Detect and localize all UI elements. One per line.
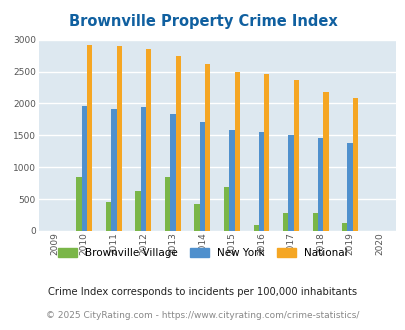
Bar: [194, 204, 199, 231]
Bar: [135, 191, 141, 231]
Legend: Brownville Village, New York, National: Brownville Village, New York, National: [58, 248, 347, 258]
Bar: [87, 45, 92, 231]
Bar: [164, 177, 170, 231]
Bar: [341, 223, 347, 231]
Bar: [317, 138, 322, 231]
Text: © 2025 CityRating.com - https://www.cityrating.com/crime-statistics/: © 2025 CityRating.com - https://www.city…: [46, 311, 359, 320]
Bar: [352, 98, 357, 231]
Bar: [288, 135, 293, 231]
Bar: [106, 202, 111, 231]
Bar: [170, 114, 175, 231]
Bar: [175, 56, 181, 231]
Text: Brownville Property Crime Index: Brownville Property Crime Index: [68, 14, 337, 29]
Bar: [264, 74, 269, 231]
Bar: [76, 177, 81, 231]
Bar: [322, 92, 328, 231]
Bar: [293, 81, 298, 231]
Bar: [234, 72, 239, 231]
Bar: [253, 225, 258, 231]
Bar: [81, 106, 87, 231]
Bar: [282, 213, 288, 231]
Bar: [199, 122, 205, 231]
Bar: [258, 132, 264, 231]
Bar: [146, 49, 151, 231]
Bar: [111, 109, 116, 231]
Bar: [116, 46, 121, 231]
Bar: [141, 107, 146, 231]
Bar: [347, 143, 352, 231]
Bar: [205, 64, 210, 231]
Text: Crime Index corresponds to incidents per 100,000 inhabitants: Crime Index corresponds to incidents per…: [48, 287, 357, 297]
Bar: [224, 187, 229, 231]
Bar: [312, 213, 317, 231]
Bar: [229, 130, 234, 231]
